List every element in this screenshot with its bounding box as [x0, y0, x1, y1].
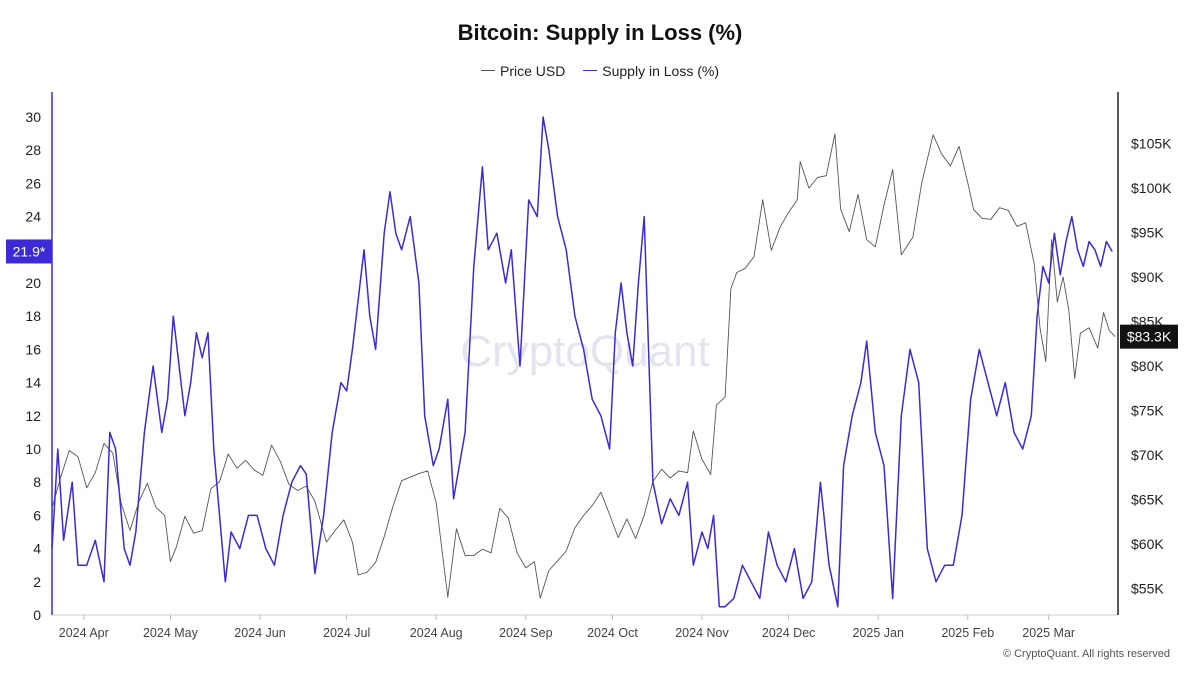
y-right-tick-label: $105K [1131, 136, 1172, 152]
x-tick-label: 2024 Jun [234, 626, 285, 640]
legend-swatch-supply [583, 70, 598, 71]
y-right-tick-label: $100K [1131, 180, 1172, 196]
current-price-badge [1120, 324, 1178, 349]
current-supply-badge [6, 239, 52, 264]
y-right-tick-label: $65K [1131, 491, 1164, 507]
copyright-notice: © CryptoQuant. All rights reserved [1002, 648, 1170, 660]
y-left-tick-label: 28 [25, 142, 41, 158]
y-left-tick-label: 30 [25, 109, 41, 125]
x-tick-label: 2024 Oct [587, 626, 638, 640]
legend-item-price[interactable]: Price USD [481, 63, 565, 79]
y-left-tick-label: 4 [33, 541, 41, 557]
series-line-supply-in-loss [51, 116, 1113, 608]
x-tick-label: 2025 Feb [941, 626, 994, 640]
y-right-tick-label: $75K [1131, 402, 1164, 418]
y-left-tick-label: 16 [25, 341, 41, 357]
y-left-tick-label: 12 [25, 408, 41, 424]
y-left-tick-label: 14 [25, 375, 41, 391]
y-right-tick-label: $70K [1131, 447, 1164, 463]
y-right-tick-label: $80K [1131, 358, 1164, 374]
legend-label-supply: Supply in Loss (%) [602, 62, 719, 79]
y-left-tick-label: 8 [33, 474, 41, 490]
y-left-tick-label: 20 [25, 275, 41, 291]
x-tick-label: 2024 Apr [59, 626, 109, 640]
x-tick-label: 2024 Jul [323, 626, 370, 640]
current-supply-badge-label: 21.9* [13, 243, 46, 259]
y-left-tick-label: 10 [25, 441, 41, 457]
y-left-tick-label: 0 [33, 607, 41, 623]
y-left-tick-label: 18 [25, 308, 41, 324]
legend-item-supply[interactable]: Supply in Loss (%) [583, 63, 719, 79]
watermark: CryptoQuant [460, 327, 709, 376]
y-right-tick-label: $95K [1131, 225, 1164, 241]
y-left-tick-label: 6 [33, 507, 41, 523]
y-right-tick-label: $60K [1131, 536, 1164, 552]
x-tick-label: 2025 Mar [1022, 626, 1075, 640]
x-tick-label: 2025 Jan [853, 626, 904, 640]
current-price-badge-label: $83.3K [1127, 329, 1172, 345]
x-tick-label: 2024 May [143, 626, 199, 640]
chart-title: Bitcoin: Supply in Loss (%) [457, 20, 743, 45]
legend-label-price: Price USD [500, 62, 566, 79]
y-left-tick-label: 2 [33, 574, 41, 590]
x-tick-label: 2024 Dec [762, 626, 816, 640]
y-left-tick-label: 26 [25, 175, 41, 191]
legend: Price USD Supply in Loss (%) [0, 58, 1200, 79]
x-tick-label: 2024 Aug [410, 626, 463, 640]
y-left-tick-label: 24 [25, 209, 41, 225]
y-right-tick-label: $90K [1131, 269, 1164, 285]
x-tick-label: 2024 Nov [675, 626, 729, 640]
legend-swatch-price [481, 70, 496, 71]
x-tick-label: 2024 Sep [499, 626, 553, 640]
series-line-price-usd [51, 133, 1116, 599]
y-right-tick-label: $55K [1131, 580, 1164, 596]
